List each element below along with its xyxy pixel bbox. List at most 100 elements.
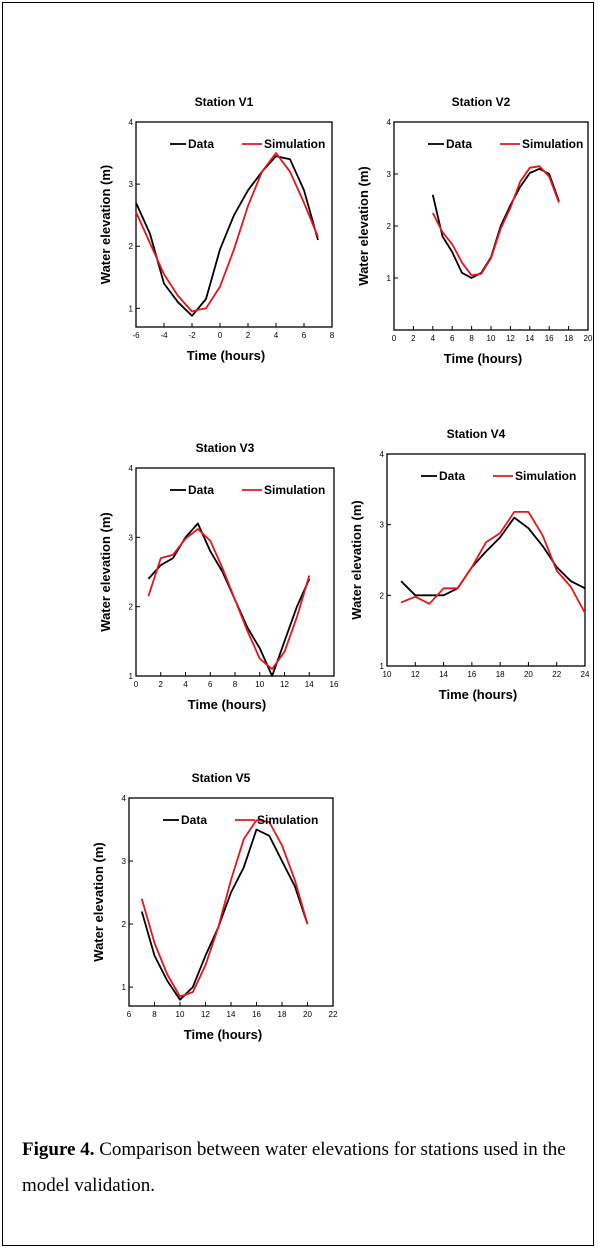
y-axis-label: Water elevation (m)	[91, 842, 106, 961]
x-tick-label: 8	[152, 1010, 157, 1019]
y-tick-label: 4	[129, 464, 134, 473]
x-tick-label: 0	[218, 331, 223, 340]
x-tick-label: 16	[467, 670, 476, 679]
x-tick-label: 8	[469, 334, 474, 343]
y-axis-label: Water elevation (m)	[98, 165, 113, 284]
series-line-simulation	[135, 152, 319, 313]
chart-station-v4: Station V4 10 12 14 16 18 20 22 24 1 2 3 4 Time (hour…	[343, 427, 593, 718]
chart-station-v2: Station V2 0 2 4 6 8 10 12 14 16 18 20 1 2 3 4 Time (hou…	[340, 95, 593, 383]
series-line-data	[140, 828, 309, 1001]
x-tick-label: -6	[132, 331, 140, 340]
x-axis-label: Time (hours)	[444, 351, 523, 366]
x-axis-label: Time (hours)	[187, 348, 266, 363]
caption-label: Figure 4.	[22, 1139, 95, 1160]
chart-title: Station V2	[452, 95, 511, 109]
x-axis-label: Time (hours)	[188, 697, 267, 712]
x-tick-label: 20	[524, 670, 533, 679]
y-tick-label: 1	[129, 672, 134, 681]
x-tick-label: 4	[274, 331, 279, 340]
x-tick-label: 14	[305, 680, 314, 689]
y-tick-label: 3	[122, 857, 127, 866]
series-line-data	[135, 155, 319, 317]
caption-text: Comparison between water elevations for …	[22, 1139, 566, 1196]
y-axis-label: Water elevation (m)	[98, 512, 113, 631]
x-tick-label: -2	[188, 331, 196, 340]
plot-area	[128, 797, 334, 1007]
legend-label-simulation: Simulation	[257, 813, 318, 827]
chart-title: Station V3	[196, 441, 255, 455]
plot-area	[135, 467, 335, 677]
y-tick-label: 4	[122, 794, 127, 803]
x-tick-label: 6	[450, 334, 455, 343]
y-tick-label: 1	[129, 304, 134, 313]
y-tick-label: 2	[387, 222, 392, 231]
y-tick-label: 1	[387, 274, 392, 283]
legend-label-simulation: Simulation	[515, 469, 576, 483]
x-tick-label: 2	[246, 331, 251, 340]
legend-label-simulation: Simulation	[264, 137, 325, 151]
plot-area	[386, 453, 586, 667]
y-axis-label: Water elevation (m)	[349, 500, 364, 619]
y-axis-label: Water elevation (m)	[356, 166, 371, 285]
x-tick-label: 6	[208, 680, 213, 689]
legend-label-data: Data	[181, 813, 207, 827]
x-tick-label: 22	[329, 1010, 338, 1019]
series-line-simulation	[147, 528, 311, 671]
series-line-data	[400, 516, 586, 597]
x-tick-label: 10	[255, 680, 264, 689]
x-tick-label: 2	[411, 334, 416, 343]
x-tick-label: 16	[252, 1010, 261, 1019]
series-line-data	[431, 167, 560, 279]
chart-station-v5: Station V5 6 8 10 12 14 16 18 20 22 1 2 3 4 Time (hour…	[63, 762, 338, 1047]
x-tick-label: 12	[280, 680, 289, 689]
series-line-data	[147, 522, 311, 677]
y-tick-label: 2	[122, 920, 127, 929]
x-tick-label: 12	[411, 670, 420, 679]
x-tick-label: 18	[278, 1010, 287, 1019]
y-tick-label: 1	[380, 662, 385, 671]
y-tick-label: 2	[129, 603, 134, 612]
x-tick-label: 0	[134, 680, 139, 689]
legend-label-data: Data	[446, 137, 472, 151]
y-tick-label: 2	[380, 591, 385, 600]
y-tick-label: 3	[129, 533, 134, 542]
x-tick-label: 2	[159, 680, 164, 689]
x-tick-label: 8	[233, 680, 238, 689]
y-tick-label: 4	[380, 450, 385, 459]
x-tick-label: 6	[302, 331, 307, 340]
x-tick-label: 10	[487, 334, 496, 343]
chart-title: Station V4	[447, 427, 506, 441]
x-tick-label: 14	[439, 670, 448, 679]
chart-title: Station V1	[195, 95, 254, 109]
x-tick-label: 18	[564, 334, 573, 343]
legend-label-data: Data	[188, 137, 214, 151]
series-line-simulation	[400, 511, 586, 614]
x-tick-label: 24	[581, 670, 590, 679]
x-tick-label: 20	[303, 1010, 312, 1019]
y-tick-label: 3	[129, 180, 134, 189]
x-tick-label: 8	[330, 331, 335, 340]
x-axis-label: Time (hours)	[439, 687, 518, 702]
series-line-simulation	[431, 165, 560, 277]
y-tick-label: 2	[129, 242, 134, 251]
x-tick-label: 10	[383, 670, 392, 679]
legend-label-data: Data	[188, 483, 214, 497]
x-tick-label: 20	[584, 334, 593, 343]
series-line-simulation	[140, 819, 309, 998]
x-tick-label: 12	[201, 1010, 210, 1019]
x-tick-label: 14	[227, 1010, 236, 1019]
x-tick-label: 4	[431, 334, 436, 343]
x-tick-label: 18	[496, 670, 505, 679]
y-tick-label: 3	[387, 170, 392, 179]
x-tick-label: 16	[545, 334, 554, 343]
y-tick-label: 3	[380, 521, 385, 530]
x-tick-label: 4	[183, 680, 188, 689]
x-tick-label: -4	[160, 331, 168, 340]
x-tick-label: 0	[392, 334, 397, 343]
y-tick-label: 4	[387, 118, 392, 127]
